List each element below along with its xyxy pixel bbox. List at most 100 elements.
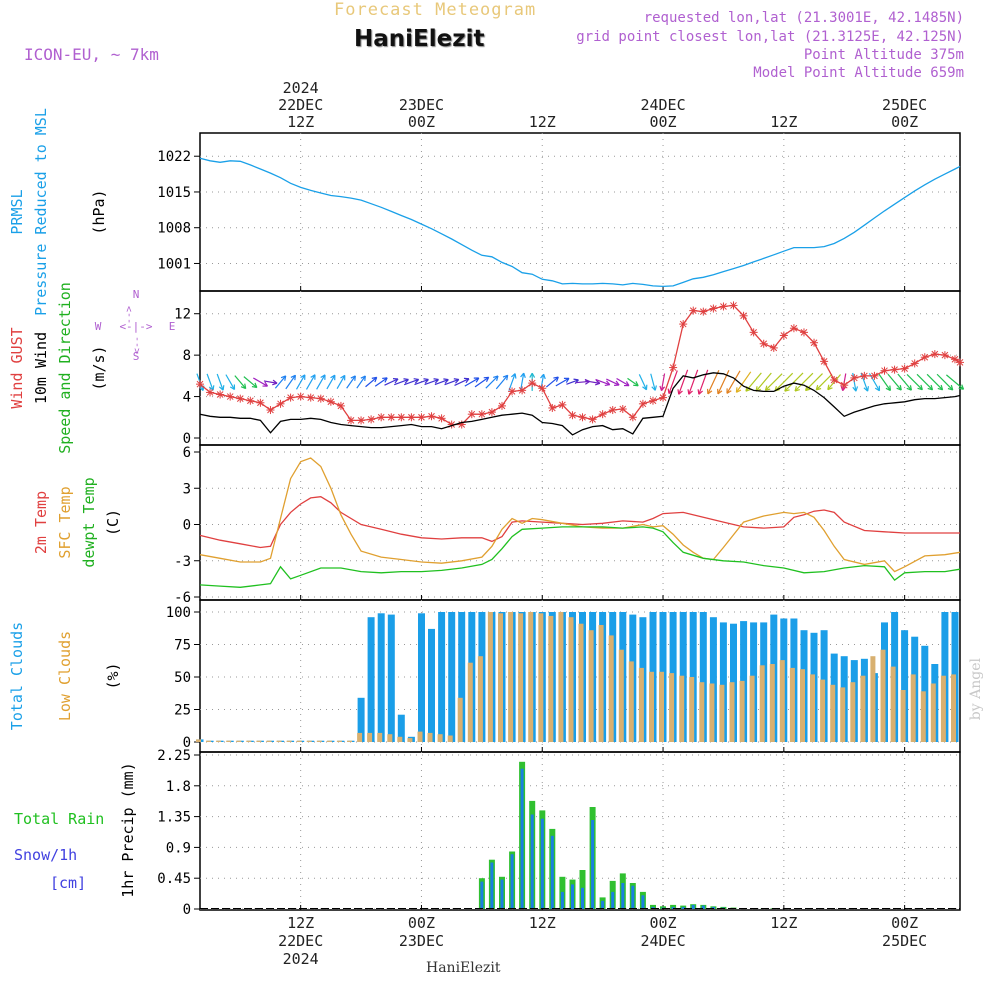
bar-clouds-1 (417, 731, 423, 742)
gust-marker (810, 338, 819, 347)
gust-marker (417, 413, 426, 422)
gust-marker (226, 392, 235, 401)
panel-label-clouds: Total Clouds (8, 622, 26, 730)
bar-clouds-1 (729, 682, 735, 742)
bar-clouds-1 (457, 697, 463, 742)
wind-arrow (784, 372, 804, 392)
bar-precipitation-1 (631, 885, 635, 909)
wind-arrow (638, 374, 648, 391)
bottom-time-label: 00Z (649, 914, 676, 932)
gust-marker (336, 401, 345, 410)
gust-marker (477, 410, 486, 419)
wind-arrow (519, 372, 526, 392)
bar-precipitation-1 (490, 862, 494, 909)
bottom-time-label: 24DEC (640, 932, 685, 950)
wind-arrow (677, 369, 689, 395)
gust-marker (598, 410, 607, 419)
bar-precipitation-1 (581, 887, 584, 909)
gust-marker (638, 399, 647, 408)
compass-ns-arrow: --> (124, 306, 135, 324)
requested-coordinates: requested lon,lat (21.3001E, 42.1485N) (643, 10, 964, 26)
wind-arrow (474, 376, 490, 388)
wind-arrow (384, 378, 399, 386)
gust-marker (719, 302, 728, 311)
y-tick-label: 2.25 (157, 748, 191, 764)
y-tick-label: 1.8 (166, 779, 191, 795)
gust-marker (196, 380, 204, 389)
model-point-altitude: Model Point Altitude 659m (753, 65, 964, 81)
bar-clouds-1 (206, 740, 212, 742)
gust-marker (900, 364, 909, 373)
top-time-label: 00Z (891, 113, 918, 131)
bar-clouds-1 (638, 667, 644, 742)
top-time-label: 24DEC (640, 96, 685, 114)
gust-marker (528, 379, 537, 388)
bar-precipitation-1 (480, 881, 484, 909)
bar-clouds-1 (326, 740, 332, 742)
wind-arrow (326, 374, 336, 390)
bar-clouds-1 (800, 669, 805, 742)
gust-marker (729, 301, 738, 310)
bar-precipitation-1 (560, 891, 564, 909)
gust-marker (487, 408, 496, 417)
gust-marker (346, 416, 355, 425)
top-time-label: 25DEC (882, 96, 927, 114)
wind-arrow (356, 375, 366, 389)
bar-precipitation-1 (540, 818, 544, 909)
series-line-wind-1 (199, 372, 961, 436)
panel-label-pressure: PRMSL (8, 189, 26, 234)
panel-label-temp: dewpt Temp (80, 477, 98, 567)
bottom-time-label: 00Z (408, 914, 435, 932)
gust-marker (850, 373, 859, 382)
bar-clouds-0 (428, 628, 435, 742)
compass-e: E (169, 320, 176, 333)
series-line-temperature-2 (199, 526, 961, 588)
bar-clouds-1 (739, 680, 745, 742)
bar-clouds-0 (901, 630, 909, 742)
wind-arrow (897, 373, 913, 391)
bottom-time-label: 12Z (287, 914, 314, 932)
series-line-temperature-1 (199, 457, 961, 573)
wind-arrow (285, 374, 296, 390)
bar-clouds-1 (850, 682, 856, 742)
wind-arrow (706, 370, 720, 395)
wind-arrow (454, 377, 470, 386)
gust-marker (518, 386, 527, 395)
gust-marker (669, 363, 678, 372)
panel-label-wind: Speed and Direction (56, 282, 74, 454)
wind-arrow (495, 374, 509, 390)
series-line-temperature-0 (199, 496, 960, 549)
wind-arrow (717, 370, 730, 395)
bar-clouds-1 (336, 740, 342, 742)
gust-marker (276, 399, 285, 408)
wind-arrow (906, 374, 923, 391)
bar-clouds-1 (286, 740, 292, 742)
gust-marker (246, 396, 255, 405)
wind-arrow (263, 379, 278, 386)
bar-clouds-1 (558, 612, 564, 742)
bar-clouds-1 (618, 649, 624, 742)
y-tick-label: 0 (183, 518, 191, 534)
bar-clouds-1 (276, 740, 282, 742)
total-rain-label: Total Rain (14, 810, 104, 828)
panel-label-temp: 2m Temp (32, 491, 50, 554)
bar-clouds-1 (236, 740, 242, 742)
bar-precipitation-1 (550, 835, 554, 909)
bar-clouds-0 (357, 697, 365, 742)
wind-arrow (394, 378, 409, 386)
gust-marker (467, 410, 476, 419)
panel-label-wind: 10m Wind (32, 332, 50, 404)
bar-clouds-0 (397, 714, 405, 742)
wind-arrow (225, 374, 236, 391)
bar-clouds-1 (387, 734, 393, 742)
bar-clouds-1 (427, 732, 433, 742)
bar-clouds-1 (930, 683, 936, 742)
bar-precipitation-1 (691, 904, 695, 909)
panel-label-wind: Wind GUST (8, 327, 26, 408)
gust-marker (216, 390, 225, 399)
wind-arrow (485, 375, 499, 389)
top-time-label: 12Z (770, 113, 797, 131)
bar-clouds-1 (789, 667, 795, 742)
y-tick-label: 3 (183, 481, 191, 497)
